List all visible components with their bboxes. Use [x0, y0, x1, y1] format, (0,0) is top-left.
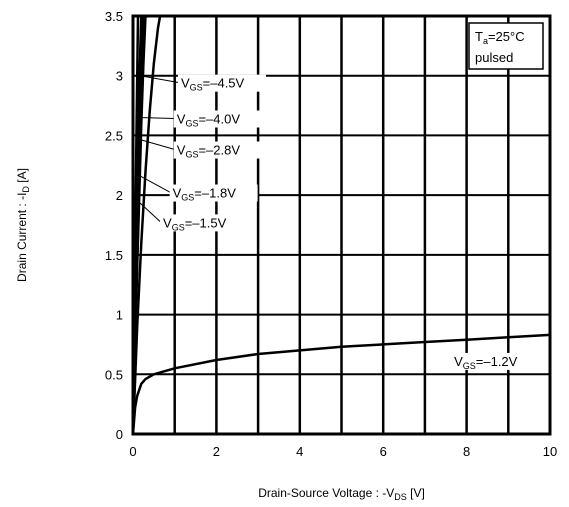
curve-label-bg — [173, 141, 262, 159]
curve-label: VGS=–1.8V — [173, 186, 237, 203]
legend-pulsed: pulsed — [475, 50, 513, 65]
curve-label-bg — [451, 352, 540, 370]
label-leader-line — [137, 200, 162, 223]
curve-label-bg — [173, 110, 262, 128]
curve-label-bg — [169, 184, 258, 202]
y-tick-label: 3.5 — [105, 9, 123, 24]
legend-temperature: Ta=25°C — [475, 29, 525, 46]
y-tick-label: 1.5 — [105, 248, 123, 263]
grid — [133, 16, 550, 434]
y-axis-title: Drain Current : -ID [A] — [15, 168, 31, 282]
x-tick-labels: 0 2 4 6 8 10 — [129, 444, 557, 459]
x-axis-title: Drain-Source Voltage : -VDS [V] — [258, 486, 425, 502]
legend-frame — [468, 22, 544, 70]
y-tick-label: 0 — [116, 427, 123, 442]
y-tick-label: 1 — [116, 308, 123, 323]
curve-label-bg — [160, 214, 249, 232]
x-tick-label: 8 — [463, 444, 470, 459]
x-tick-label: 2 — [213, 444, 220, 459]
series-curve — [131, 15, 162, 435]
label-leader-line — [140, 75, 180, 84]
series-curve — [131, 333, 551, 435]
x-tick-label: 10 — [543, 444, 557, 459]
curve-label: VGS=–1.2V — [454, 354, 518, 371]
curve-label: VGS=–4.0V — [177, 111, 241, 128]
x-tick-label: 4 — [296, 444, 303, 459]
y-tick-labels: 0 0.5 1 1.5 2 2.5 3 3.5 — [105, 9, 123, 442]
curve-labels: VGS=–4.5V VGS=–4.0V VGS=–2.8V VGS=–1.8V VGS=… — [160, 74, 540, 371]
curve-label: VGS=–4.5V — [181, 76, 245, 93]
label-leader-line — [137, 138, 175, 151]
curve-label: VGS=–2.8V — [177, 143, 241, 160]
y-tick-label: 2 — [116, 188, 123, 203]
label-leaders — [137, 75, 180, 223]
label-leader-line — [137, 174, 171, 193]
label-leader-line — [137, 117, 175, 119]
y-tick-label: 3 — [116, 69, 123, 84]
y-tick-label: 0.5 — [105, 367, 123, 382]
y-tick-label: 2.5 — [105, 128, 123, 143]
legend-box: Ta=25°C pulsed — [468, 22, 544, 70]
x-tick-label: 0 — [129, 444, 136, 459]
x-tick-label: 6 — [380, 444, 387, 459]
curve-label-bg — [177, 74, 266, 92]
plot-frame — [131, 14, 552, 436]
curve-label: VGS=–1.5V — [163, 215, 227, 232]
